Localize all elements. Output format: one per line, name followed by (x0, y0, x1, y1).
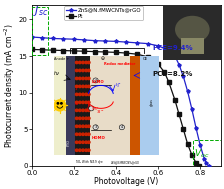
ZnS@N.fMWCNTs@rGO (157, 45, 159, 47)
Bar (193, 140, 221, 166)
ZnS@N.fMWCNTs@rGO (195, 126, 197, 129)
ZnS@N.fMWCNTs@rGO (186, 90, 189, 92)
Pt (125, 52, 128, 54)
Pt (83, 50, 86, 52)
ZnS@N.fMWCNTs@rGO (199, 144, 202, 146)
Y-axis label: Photocurrent density (mA cm$^{-2}$): Photocurrent density (mA cm$^{-2}$) (3, 23, 17, 148)
Pt (178, 113, 181, 116)
Pt (186, 143, 189, 145)
Line: Pt: Pt (30, 48, 201, 167)
ZnS@N.fMWCNTs@rGO (174, 55, 176, 57)
Text: PCE=9.4%: PCE=9.4% (153, 45, 193, 51)
Pt (30, 48, 33, 51)
Pt (136, 53, 138, 55)
ZnS@N.fMWCNTs@rGO (203, 158, 206, 160)
Text: $J_{sc}$: $J_{sc}$ (33, 4, 48, 18)
ZnS@N.fMWCNTs@rGO (52, 37, 54, 40)
Legend: ZnS@N.fMWCNTs@rGO, Pt: ZnS@N.fMWCNTs@rGO, Pt (65, 6, 143, 20)
Pt (163, 71, 166, 73)
Pt (195, 162, 197, 164)
ZnS@N.fMWCNTs@rGO (207, 165, 210, 167)
Pt (94, 50, 96, 53)
ZnS@N.fMWCNTs@rGO (94, 40, 96, 42)
ZnS@N.fMWCNTs@rGO (178, 64, 181, 66)
Pt (104, 51, 107, 53)
ZnS@N.fMWCNTs@rGO (182, 75, 185, 78)
Pt (115, 51, 117, 53)
ZnS@N.fMWCNTs@rGO (62, 38, 65, 40)
ZnS@N.fMWCNTs@rGO (167, 49, 170, 51)
Line: ZnS@N.fMWCNTs@rGO: ZnS@N.fMWCNTs@rGO (30, 35, 211, 168)
ZnS@N.fMWCNTs@rGO (41, 37, 44, 39)
Pt (73, 50, 75, 52)
Pt (146, 56, 149, 58)
ZnS@N.fMWCNTs@rGO (190, 108, 193, 110)
ZnS@N.fMWCNTs@rGO (30, 36, 33, 38)
ZnS@N.fMWCNTs@rGO (136, 42, 138, 44)
Pt (157, 63, 159, 65)
Pt (198, 165, 200, 167)
Pt (182, 128, 185, 130)
Pt (190, 154, 193, 156)
Pt (52, 49, 54, 51)
ZnS@N.fMWCNTs@rGO (73, 38, 75, 40)
Pt (174, 99, 176, 101)
Text: PCE=8.2%: PCE=8.2% (153, 71, 193, 77)
Text: $V_{oc}$: $V_{oc}$ (194, 148, 210, 160)
Bar (32, 7, 47, 55)
Pt (62, 49, 65, 52)
X-axis label: Photovoltage (V): Photovoltage (V) (94, 177, 159, 186)
ZnS@N.fMWCNTs@rGO (115, 40, 117, 43)
ZnS@N.fMWCNTs@rGO (83, 39, 86, 41)
ZnS@N.fMWCNTs@rGO (146, 43, 149, 45)
Pt (167, 81, 170, 83)
ZnS@N.fMWCNTs@rGO (104, 40, 107, 42)
ZnS@N.fMWCNTs@rGO (205, 162, 208, 165)
Pt (41, 49, 44, 51)
ZnS@N.fMWCNTs@rGO (125, 41, 128, 43)
